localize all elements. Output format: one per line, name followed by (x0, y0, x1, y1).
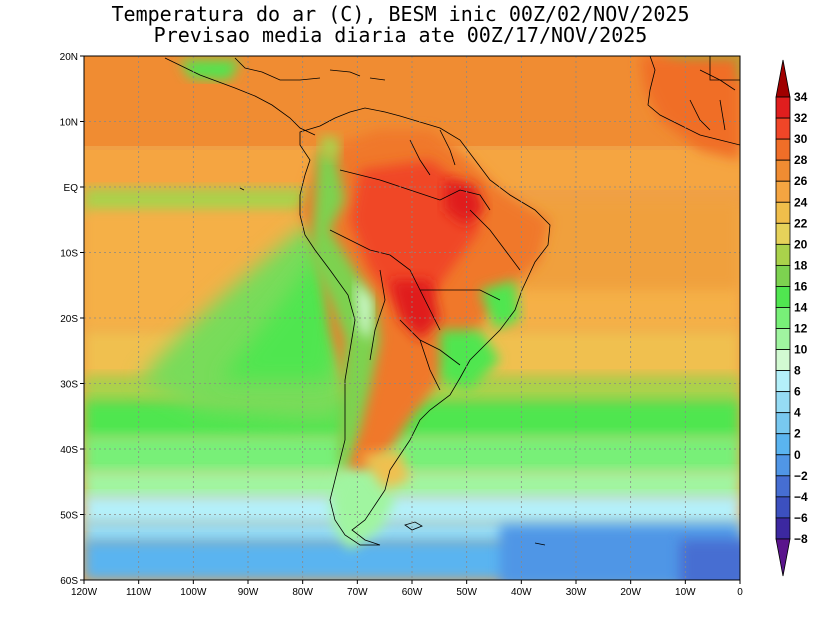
colorbar-label: 30 (794, 132, 808, 146)
lon-tick-label: 10W (675, 587, 696, 598)
colorbar-bin (775, 180, 791, 203)
colorbar-label: 0 (794, 448, 801, 462)
title-line-1: Temperatura do ar (C), BESM inic 00Z/02/… (111, 2, 690, 26)
colorbar-bin (775, 117, 791, 140)
colorbar-bin (775, 222, 791, 245)
colorbar-bin (775, 328, 791, 350)
colorbar-label: 2 (794, 427, 801, 441)
colorbar-label: −4 (794, 490, 808, 504)
colorbar-label: 20 (794, 237, 808, 251)
longitude-axis: 120W 110W 100W 90W 80W 70W 60W 50W 40W 30W 20W 10W 0 (71, 580, 743, 598)
lon-tick-label: 100W (180, 587, 207, 598)
lat-tick-label: 20S (60, 314, 78, 325)
lon-tick-label: 50W (456, 587, 477, 598)
colorbar-bin (775, 201, 791, 224)
coastlines (164, 56, 740, 546)
lat-tick-label: 40S (60, 445, 78, 456)
colorbar-bin (775, 517, 791, 540)
lon-tick-label: 90W (238, 587, 259, 598)
colorbar-label: 26 (794, 174, 808, 188)
colorbar-bin (775, 370, 791, 393)
colorbar-bin (775, 412, 791, 435)
colorbar-bin (775, 307, 791, 329)
colorbar-bin (775, 349, 791, 372)
lat-tick-label: 10S (60, 249, 78, 260)
colorbar-bin (775, 243, 791, 266)
colorbar-label: 4 (794, 406, 801, 420)
colorbar-label: 24 (794, 195, 808, 209)
colorbar-bottom-arrow (775, 538, 791, 577)
colorbar-label: −2 (794, 469, 808, 483)
lon-tick-label: 110W (126, 587, 152, 598)
title-line-2: Previsao media diaria ate 00Z/17/NOV/202… (153, 23, 648, 47)
colorbar-label: 10 (794, 343, 808, 357)
colorbar-bin (775, 286, 791, 308)
gridlines (84, 56, 740, 580)
colorbar-label: 18 (794, 258, 808, 272)
lon-tick-label: 30W (566, 587, 587, 598)
colorbar-bin (775, 433, 791, 456)
colorbar-label: 22 (794, 216, 808, 230)
colorbar-label: −6 (794, 511, 808, 525)
colorbar-top-arrow (775, 59, 791, 98)
colorbar-bin (775, 96, 791, 119)
lat-tick-label: EQ (64, 183, 79, 194)
latitude-axis: 20N 10N EQ 10S 20S 30S 40S 50S 60S (60, 52, 84, 587)
colorbar-bin (775, 475, 791, 498)
lat-tick-label: 30S (60, 380, 78, 391)
lat-tick-label: 20N (60, 52, 78, 63)
lon-tick-label: 70W (347, 587, 368, 598)
lat-tick-label: 50S (60, 511, 78, 522)
colorbar-label: 34 (794, 90, 808, 104)
colorbar-bin (775, 138, 791, 161)
lat-tick-label: 10N (60, 118, 78, 129)
colorbar-label: 16 (794, 279, 808, 293)
colorbar-label: 14 (794, 300, 808, 314)
colorbar-bin (775, 496, 791, 519)
lon-tick-label: 40W (511, 587, 532, 598)
lon-tick-label: 20W (620, 587, 641, 598)
colorbar-label: 28 (794, 153, 808, 167)
colorbar-label: 6 (794, 385, 801, 399)
colorbar-label: 8 (794, 364, 801, 378)
temperature-field (84, 56, 740, 580)
lon-tick-label: 120W (71, 587, 98, 598)
colorbar-bin (775, 454, 791, 477)
lon-tick-label: 80W (292, 587, 313, 598)
colorbar-label: 32 (794, 111, 808, 125)
colorbar-bin (775, 159, 791, 182)
colorbar-bin (775, 391, 791, 414)
colorbar-label: −8 (794, 532, 808, 546)
lon-tick-label: 0 (737, 587, 743, 598)
colorbar-label: 12 (794, 322, 808, 336)
lat-tick-label: 60S (60, 576, 78, 587)
colorbar-bin (775, 264, 791, 287)
lon-tick-label: 60W (402, 587, 423, 598)
